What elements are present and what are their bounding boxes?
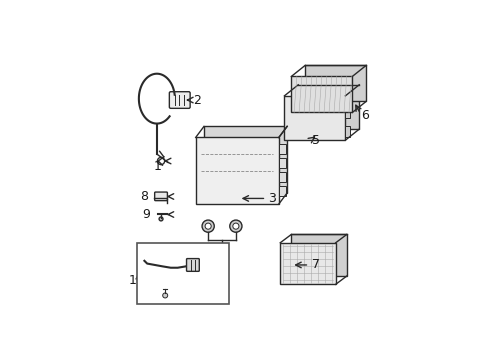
Text: 5: 5 bbox=[312, 134, 319, 147]
Text: 4: 4 bbox=[218, 243, 226, 256]
Bar bbox=[138, 243, 229, 304]
FancyBboxPatch shape bbox=[279, 144, 286, 154]
Circle shape bbox=[163, 293, 168, 298]
FancyBboxPatch shape bbox=[204, 126, 287, 193]
FancyBboxPatch shape bbox=[345, 126, 350, 138]
FancyBboxPatch shape bbox=[305, 66, 366, 102]
FancyBboxPatch shape bbox=[292, 76, 352, 112]
Circle shape bbox=[205, 223, 211, 229]
FancyBboxPatch shape bbox=[170, 92, 190, 108]
FancyBboxPatch shape bbox=[279, 186, 286, 196]
Text: 2: 2 bbox=[193, 94, 201, 107]
FancyBboxPatch shape bbox=[298, 85, 359, 129]
FancyBboxPatch shape bbox=[345, 107, 350, 118]
FancyBboxPatch shape bbox=[187, 258, 199, 271]
FancyBboxPatch shape bbox=[279, 172, 286, 182]
Text: 7: 7 bbox=[312, 258, 319, 271]
Circle shape bbox=[202, 220, 214, 232]
Text: 6: 6 bbox=[362, 109, 369, 122]
FancyBboxPatch shape bbox=[155, 192, 168, 201]
Circle shape bbox=[233, 223, 239, 229]
Text: 8: 8 bbox=[140, 190, 148, 203]
Circle shape bbox=[230, 220, 242, 232]
Text: 3: 3 bbox=[268, 192, 276, 205]
Text: 10: 10 bbox=[128, 274, 145, 287]
Text: 9: 9 bbox=[142, 208, 150, 221]
FancyBboxPatch shape bbox=[279, 158, 286, 168]
FancyBboxPatch shape bbox=[196, 138, 279, 204]
Text: 1: 1 bbox=[153, 160, 161, 173]
FancyBboxPatch shape bbox=[292, 234, 347, 276]
FancyBboxPatch shape bbox=[284, 96, 345, 140]
Circle shape bbox=[159, 217, 163, 221]
FancyBboxPatch shape bbox=[280, 243, 336, 284]
